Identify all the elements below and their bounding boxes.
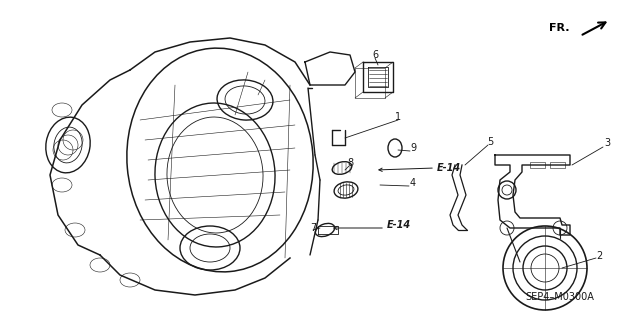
Text: 3: 3 bbox=[604, 138, 610, 148]
Text: 6: 6 bbox=[372, 50, 378, 60]
Text: SEP4–M0300A: SEP4–M0300A bbox=[525, 292, 595, 302]
Text: 2: 2 bbox=[596, 251, 602, 261]
Text: E-14: E-14 bbox=[387, 220, 411, 230]
Text: 5: 5 bbox=[487, 137, 493, 147]
Text: 1: 1 bbox=[395, 112, 401, 122]
Text: FR.: FR. bbox=[550, 23, 570, 33]
Text: E-14: E-14 bbox=[437, 163, 461, 173]
Bar bbox=[530, 162, 545, 168]
Text: 7: 7 bbox=[310, 223, 316, 233]
Text: 8: 8 bbox=[347, 158, 353, 168]
Bar bbox=[550, 162, 565, 168]
Text: 4: 4 bbox=[410, 178, 416, 188]
Text: 9: 9 bbox=[410, 143, 416, 153]
